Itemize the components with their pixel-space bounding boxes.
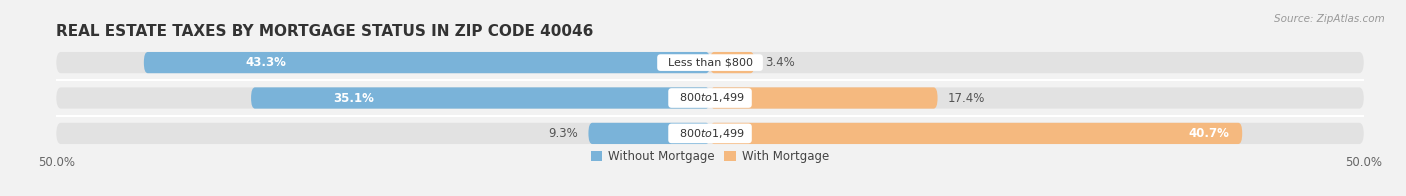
FancyBboxPatch shape <box>710 52 755 73</box>
FancyBboxPatch shape <box>56 52 1364 73</box>
Legend: Without Mortgage, With Mortgage: Without Mortgage, With Mortgage <box>591 151 830 163</box>
Text: 35.1%: 35.1% <box>333 92 374 104</box>
Text: $800 to $1,499: $800 to $1,499 <box>672 127 748 140</box>
FancyBboxPatch shape <box>710 87 938 109</box>
FancyBboxPatch shape <box>56 123 1364 144</box>
Text: $800 to $1,499: $800 to $1,499 <box>672 92 748 104</box>
FancyBboxPatch shape <box>252 87 710 109</box>
Text: 43.3%: 43.3% <box>246 56 287 69</box>
Text: 17.4%: 17.4% <box>948 92 986 104</box>
Text: 3.4%: 3.4% <box>765 56 794 69</box>
FancyBboxPatch shape <box>710 123 1243 144</box>
Text: 40.7%: 40.7% <box>1188 127 1229 140</box>
FancyBboxPatch shape <box>589 123 710 144</box>
FancyBboxPatch shape <box>143 52 710 73</box>
Text: Source: ZipAtlas.com: Source: ZipAtlas.com <box>1274 14 1385 24</box>
Text: REAL ESTATE TAXES BY MORTGAGE STATUS IN ZIP CODE 40046: REAL ESTATE TAXES BY MORTGAGE STATUS IN … <box>56 24 593 39</box>
Text: Less than $800: Less than $800 <box>661 58 759 68</box>
FancyBboxPatch shape <box>56 87 1364 109</box>
Text: 9.3%: 9.3% <box>548 127 578 140</box>
